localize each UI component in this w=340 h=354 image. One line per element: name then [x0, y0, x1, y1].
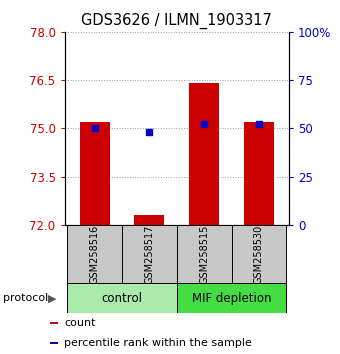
- Text: GSM258515: GSM258515: [199, 224, 209, 284]
- Bar: [244, 122, 274, 225]
- Bar: [67, 225, 122, 283]
- Bar: [232, 225, 286, 283]
- Text: protocol: protocol: [3, 293, 49, 303]
- Text: MIF depletion: MIF depletion: [192, 292, 271, 305]
- Text: GSM258517: GSM258517: [144, 224, 154, 284]
- Text: ▶: ▶: [49, 293, 57, 303]
- Bar: [50, 322, 58, 324]
- Text: control: control: [102, 292, 142, 305]
- Text: count: count: [64, 318, 96, 328]
- Point: [256, 122, 261, 127]
- Text: percentile rank within the sample: percentile rank within the sample: [64, 338, 252, 348]
- Bar: [122, 225, 177, 283]
- Bar: [177, 225, 232, 283]
- Bar: [50, 342, 58, 344]
- Title: GDS3626 / ILMN_1903317: GDS3626 / ILMN_1903317: [81, 13, 272, 29]
- Point: [147, 129, 152, 135]
- Bar: [134, 215, 165, 225]
- Point: [92, 126, 98, 131]
- Point: [201, 122, 207, 127]
- Text: GSM258530: GSM258530: [254, 224, 264, 284]
- Bar: [67, 283, 177, 313]
- Bar: [80, 122, 110, 225]
- Bar: [189, 83, 219, 225]
- Text: GSM258516: GSM258516: [90, 224, 100, 284]
- Bar: [177, 283, 286, 313]
